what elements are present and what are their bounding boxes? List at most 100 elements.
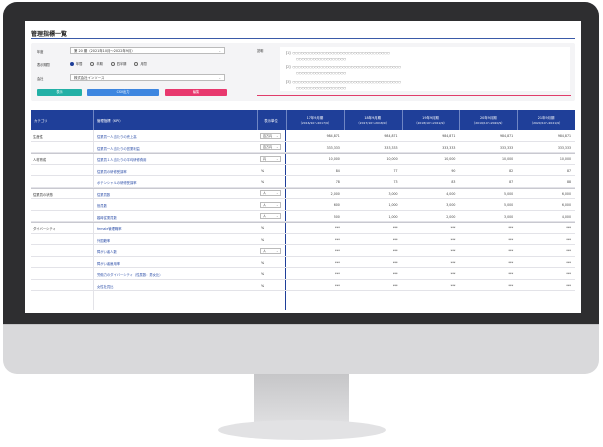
row-value: 5,000 <box>504 191 514 196</box>
unit-select-value: 百万円 <box>263 145 273 149</box>
year-label: 年度 <box>37 50 44 54</box>
note-divider <box>257 95 571 96</box>
row-value: 87 <box>509 180 514 184</box>
unit-text: % <box>261 237 265 242</box>
row-kpi-link[interactable]: ポテンシャルの研修受講率 <box>97 181 137 185</box>
row-kpi-link[interactable]: 臨時従業員数 <box>97 215 117 220</box>
unit-select[interactable]: 人 ⌄ <box>260 201 281 208</box>
row-value: 83 <box>451 180 456 184</box>
header-period: 20年9月期 （2019/10～2020/9） <box>459 110 517 130</box>
radio-dot-icon <box>70 61 74 66</box>
row-value: 4,000 <box>561 214 571 219</box>
row-value: *** <box>392 249 398 253</box>
unit-select[interactable]: 百万円 ⌄ <box>260 144 281 150</box>
title-rule <box>31 38 575 39</box>
row-value: 10,000 <box>559 157 571 161</box>
table-row: 障がい者人数人 ⌄ *** *** *** *** *** <box>31 245 575 257</box>
period-title: 18年9月期 <box>364 116 382 120</box>
row-value: *** <box>450 283 456 288</box>
row-value: *** <box>450 226 456 230</box>
table-row: 労働力のダイバーシティ（性属数：男女比）% *** *** *** *** *** <box>31 268 575 280</box>
row-kpi-link[interactable]: 労働力のダイバーシティ（性属数：男女比） <box>97 273 163 277</box>
header-period: 18年9月期 （2017/10～2018/9） <box>344 110 402 130</box>
row-value: 984,871 <box>326 134 340 138</box>
period-radio[interactable]: 年間 <box>70 61 82 66</box>
monitor-stand-base <box>218 420 386 440</box>
chevron-down-icon: ⌄ <box>276 156 279 161</box>
unit-select[interactable]: 人 ⌄ <box>260 247 281 254</box>
row-value: *** <box>566 226 571 230</box>
csv-export-button[interactable]: CSV出力 <box>87 89 159 96</box>
category-separator <box>31 187 575 188</box>
row-kpi-link[interactable]: 障がい者雇用率 <box>97 261 121 266</box>
row-kpi-link[interactable]: 従業員数 <box>97 192 111 197</box>
period-radio[interactable]: 半期 <box>90 61 103 66</box>
row-value: 88 <box>566 180 571 184</box>
row-value: *** <box>508 272 514 276</box>
row-kpi-link[interactable]: 従業員１人当たりの平均研修費用 <box>97 158 147 162</box>
edit-button[interactable]: 編集 <box>165 89 227 96</box>
row-value: *** <box>566 237 571 242</box>
row-category: ダイバーシティ <box>33 227 56 231</box>
row-kpi-link[interactable]: 従業員の研修受講率 <box>97 169 127 174</box>
row-value: 1,000 <box>388 203 398 207</box>
table-row: 役員数人 ⌄ 600 1,000 3,000 5,000 6,000 <box>31 199 575 211</box>
unit-select[interactable]: 円 ⌄ <box>260 155 281 162</box>
unit-select-value: 百万円 <box>263 133 273 138</box>
row-value: 5,000 <box>504 203 514 207</box>
screen: 管理指標一覧 年度 第 20 期（2021年10月～2022年9月） ⌄ 表示期… <box>25 21 581 313</box>
display-button[interactable]: 表示 <box>37 89 82 96</box>
row-value: 6,000 <box>561 191 571 196</box>
table-row: 生産性 従業員一人当たりの売上高 百万円 ⌄ 984,871 984,871 984,871… <box>31 130 575 142</box>
year-select[interactable]: 第 20 期（2021年10月～2022年9月） ⌄ <box>70 47 225 54</box>
row-value: *** <box>335 283 340 288</box>
header-period: 17年9月期 （2016/10～2017/9） <box>286 110 344 130</box>
row-kpi-link[interactable]: 従業員一人当たりの営業利益 <box>97 146 140 151</box>
period-title: 19年9月期 <box>422 116 439 120</box>
chevron-down-icon: ⌄ <box>276 214 279 218</box>
unit-select[interactable]: 人 ⌄ <box>260 213 281 219</box>
row-value: 10,000 <box>386 157 398 161</box>
unit-select[interactable]: 人 ⌄ <box>260 190 281 196</box>
note-line: ○○○○○○○○○○○○○○○○○○ <box>296 86 347 90</box>
period-radio-label: 月間 <box>140 62 147 66</box>
row-value: *** <box>392 237 398 242</box>
row-value: 333,333 <box>500 145 514 150</box>
period-title: 20年9月期 <box>479 116 497 120</box>
table-row: 障がい者雇用率% *** *** *** *** *** <box>31 257 575 268</box>
row-value: 3,000 <box>388 191 398 196</box>
radio-dot-icon <box>134 61 139 66</box>
row-kpi-link[interactable]: 女性社員比 <box>97 284 114 289</box>
table-row: 女性社員比% *** *** *** *** *** <box>31 280 575 291</box>
row-value: *** <box>508 226 514 230</box>
period-radio[interactable]: 四半期 <box>110 61 126 66</box>
period-radio-label: 半期 <box>96 62 103 66</box>
period-range: （2019/10～2020/9） <box>472 121 505 125</box>
row-value: 90 <box>451 168 456 173</box>
row-value: 77 <box>393 168 398 173</box>
unit-text: % <box>261 283 265 288</box>
unit-select[interactable]: 百万円 ⌄ <box>260 132 281 139</box>
company-select[interactable]: 株式会社インソース ⌄ <box>70 74 225 81</box>
row-value: *** <box>335 226 340 230</box>
row-value: 10,000 <box>502 157 514 161</box>
table-row: ダイバーシティ female管理職率% *** *** *** *** *** <box>31 222 575 234</box>
column-divider <box>93 130 94 310</box>
category-separator <box>31 153 575 154</box>
row-value: *** <box>508 249 514 253</box>
header-period: 21年9月期 （2020/10～2021/9） <box>517 110 575 130</box>
row-kpi-link[interactable]: 障がい者人数 <box>97 250 117 254</box>
row-value: 600 <box>333 203 340 207</box>
row-value: 984,871 <box>442 134 456 138</box>
row-kpi-link[interactable]: 役員数 <box>97 204 107 208</box>
row-category: 人材育成 <box>33 158 47 162</box>
row-kpi-link[interactable]: 外国籍率 <box>97 238 111 243</box>
table-row: 人材育成 従業員１人当たりの平均研修費用 円 ⌄ 10,000 10,000 10,000 1… <box>31 153 575 165</box>
row-value: 10,000 <box>444 157 456 161</box>
row-value: 984,871 <box>557 134 571 138</box>
row-value: *** <box>392 283 398 288</box>
period-radio[interactable]: 月間 <box>134 61 147 66</box>
row-kpi-link[interactable]: 従業員一人当たりの売上高 <box>97 135 137 139</box>
unit-select-value: 人 <box>263 214 267 218</box>
row-kpi-link[interactable]: female管理職率 <box>97 227 122 231</box>
